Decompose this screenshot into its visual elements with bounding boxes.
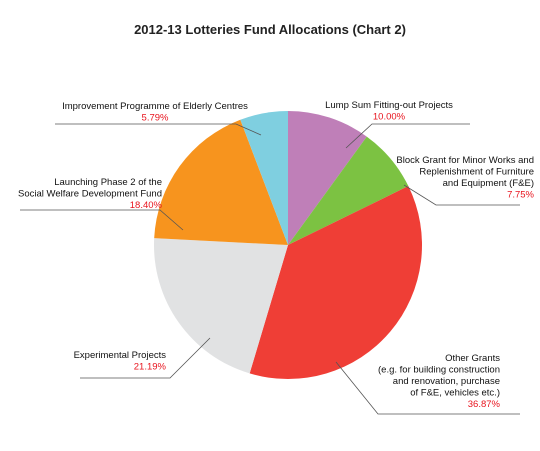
pie-slice (153, 238, 288, 374)
slice-label-line: Block Grant for Minor Works and (396, 155, 534, 166)
leader-line (345, 123, 470, 149)
slice-label-line: Replenishment of Furniture (419, 167, 534, 178)
slice-value-label: 5.79% (142, 113, 169, 124)
leader-line (403, 184, 520, 206)
slice-label: Launching Phase 2 of the Social Welfare D… (18, 177, 163, 211)
slice-value-label: 10.00% (373, 112, 406, 123)
leader-line (20, 209, 184, 231)
pie-slice (249, 186, 423, 379)
slice-label-line: Other Grants (445, 353, 500, 364)
pie-slice (240, 111, 288, 245)
leader-line (55, 123, 262, 136)
slice-label: Experimental Projects 21.19% (74, 350, 167, 373)
pie-slice (288, 111, 367, 245)
slice-value-label: 21.19% (134, 362, 167, 373)
leader-line (80, 337, 211, 379)
slice-label: Improvement Programme of Elderly Centres… (62, 101, 248, 124)
pie-slice (154, 119, 288, 245)
slice-label-line: (e.g. for building construction (378, 365, 500, 376)
slice-value-label: 36.87% (468, 399, 501, 410)
slice-label-line: Social Welfare Development Fund (18, 189, 162, 200)
slice-label-line: and renovation, purchase (393, 376, 500, 387)
slice-value-label: 18.40% (130, 200, 163, 211)
slice-label-line: and Equipment (F&E) (443, 178, 534, 189)
slice-label-line: Lump Sum Fitting-out Projects (325, 100, 453, 111)
slice-value-label: 7.75% (507, 190, 534, 201)
slice-label-line: Improvement Programme of Elderly Centres (62, 101, 248, 112)
slice-label: Other Grants (e.g. for building construct… (378, 353, 501, 410)
slice-label-line: of F&E, vehicles etc.) (410, 388, 500, 399)
slice-label: Lump Sum Fitting-out Projects 10.00% (325, 100, 453, 123)
slice-label-line: Launching Phase 2 of the (54, 177, 162, 188)
chart-title: 2012-13 Lotteries Fund Allocations (Char… (134, 22, 406, 37)
slice-label: Block Grant for Minor Works and Replenish… (396, 155, 534, 201)
slice-label-line: Experimental Projects (74, 350, 167, 361)
pie-slice (288, 136, 409, 245)
leader-line (335, 361, 520, 415)
